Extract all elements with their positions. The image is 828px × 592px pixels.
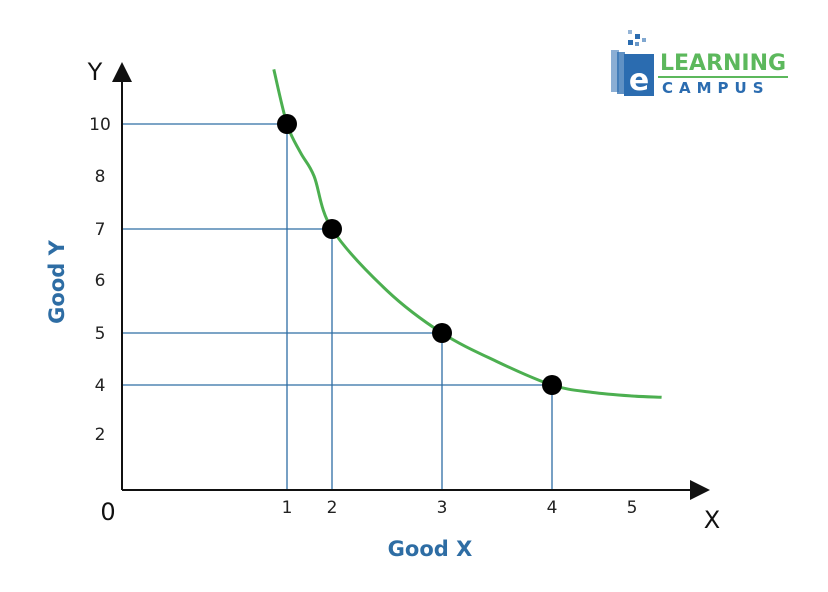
y-tick-label: 2: [95, 425, 106, 445]
x-tick-labels: 1 2 3 4 5: [282, 498, 638, 518]
y-tick-label: 5: [95, 324, 106, 344]
book-icon: e: [611, 30, 654, 98]
elearning-campus-logo: e LEARNING CAMPUS: [611, 30, 788, 98]
x-tick-label: 2: [327, 498, 338, 518]
data-point-3: [432, 323, 452, 343]
data-points: [277, 114, 562, 395]
indifference-curve: [272, 69, 662, 399]
x-tick-label: 5: [627, 498, 638, 518]
logo-underline: [658, 76, 788, 78]
data-point-4: [542, 375, 562, 395]
logo-letter: e: [629, 63, 649, 98]
x-tick-label: 3: [437, 498, 448, 518]
x-tick-label: 4: [547, 498, 558, 518]
y-tick-label: 6: [95, 271, 106, 291]
y-tick-label: 4: [95, 376, 106, 396]
y-tick-label: 10: [89, 115, 111, 135]
y-tick-labels: 2 4 5 6 7 8 10: [89, 115, 111, 445]
logo-line2: CAMPUS: [662, 79, 770, 97]
guide-lines: [122, 123, 553, 490]
y-axis-title: Good Y: [45, 239, 69, 323]
y-axis-letter: Y: [87, 58, 103, 86]
y-tick-label: 8: [95, 167, 106, 187]
x-axis-letter: X: [704, 506, 720, 534]
x-tick-label: 1: [282, 498, 293, 518]
data-point-1: [277, 114, 297, 134]
origin-label: 0: [100, 498, 115, 526]
data-point-2: [322, 219, 342, 239]
y-tick-label: 7: [95, 220, 106, 240]
logo-line1: LEARNING: [660, 51, 786, 76]
x-axis-title: Good X: [388, 537, 473, 561]
